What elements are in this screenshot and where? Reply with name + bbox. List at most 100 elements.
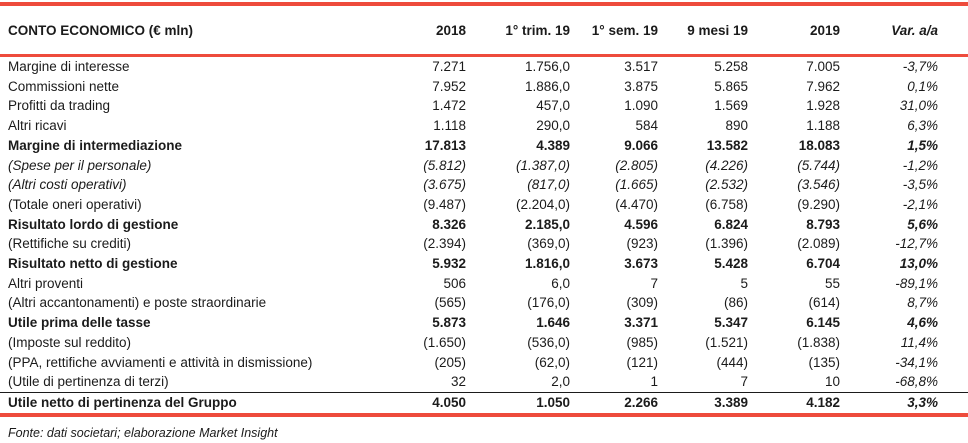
row-value: (2.805): [615, 157, 658, 173]
row-value: (2.532): [705, 177, 748, 193]
row-value: 13.582: [706, 137, 748, 153]
row-value: (1.521): [705, 334, 748, 350]
row-var-value: 1,5%: [907, 137, 938, 153]
header-col-9mesi19: 9 mesi 19: [674, 6, 764, 57]
row-value: 7.271: [432, 59, 466, 74]
row-value: (205): [434, 354, 466, 370]
row-value: 32: [450, 374, 466, 390]
row-value: 2,0: [551, 374, 570, 390]
row-value: (923): [626, 236, 658, 252]
row-value: 5: [740, 275, 748, 291]
row-value: (369,0): [527, 236, 570, 252]
table-row: (Altri accantonamenti) e poste straordin…: [0, 293, 968, 313]
row-value: 9.066: [624, 137, 658, 153]
row-value: 5.258: [714, 59, 748, 74]
row-value: (3.675): [423, 177, 466, 193]
row-label: Profitti da trading: [8, 98, 111, 114]
table-row: Commissioni nette 7.952 1.886,0 3.875 5.865 7…: [0, 77, 968, 97]
row-value: 1.886,0: [524, 78, 570, 94]
table-row: (PPA, rettifiche avviamenti e attività i…: [0, 353, 968, 373]
header-col-var-aa: Var. a/a: [856, 6, 968, 57]
row-value: (1.838): [797, 334, 840, 350]
table-row: Margine di intermediazione 17.813 4.389 9.0…: [0, 136, 968, 156]
row-value: 6.704: [806, 256, 840, 272]
row-label: (Utile di pertinenza di terzi): [8, 374, 169, 390]
source-note: Fonte: dati societari; elaborazione Mark…: [8, 425, 278, 440]
header-col-1sem19: 1° sem. 19: [586, 6, 674, 57]
row-value: (6.758): [705, 196, 748, 212]
row-value: (817,0): [527, 177, 570, 193]
row-value: 5.932: [432, 256, 466, 272]
row-label: Altri proventi: [8, 275, 84, 291]
table-row: Utile prima delle tasse 5.873 1.646 3.371 5.…: [0, 313, 968, 333]
row-value: 2.185,0: [524, 216, 570, 232]
row-value: 2.266: [586, 391, 674, 413]
table-header: CONTO ECONOMICO (€ mln) 2018 1° trim. 19…: [0, 6, 968, 57]
row-value: 1.090: [624, 98, 658, 114]
row-value: (1.665): [615, 177, 658, 193]
row-value: 18.083: [798, 137, 840, 153]
table-row: (Rettifiche su crediti) (2.394) (369,0) (92…: [0, 234, 968, 254]
row-value: 457,0: [536, 98, 570, 114]
table-row: (Spese per il personale) (5.812) (1.387,0)…: [0, 156, 968, 176]
table-row: Margine di interesse 7.271 1.756,0 3.517 5.2…: [0, 56, 968, 77]
row-value: 6.824: [714, 216, 748, 232]
row-var-value: 8,7%: [907, 295, 938, 311]
row-var-value: 4,6%: [907, 315, 938, 331]
row-value: (9.290): [797, 196, 840, 212]
row-var-value: -3,7%: [902, 59, 938, 74]
row-value: 7.005: [806, 59, 840, 74]
row-var-value: -34,1%: [895, 354, 938, 370]
row-value: 1.756,0: [524, 59, 570, 74]
row-var-value: -3,5%: [902, 177, 938, 193]
row-label: (Rettifiche su crediti): [8, 236, 132, 252]
row-value: 1.118: [433, 118, 466, 134]
row-value: 4.596: [624, 216, 658, 232]
header-col-2019: 2019: [764, 6, 856, 57]
row-value: 506: [443, 275, 466, 291]
row-value: 290,0: [536, 118, 570, 134]
table-row: Risultato netto di gestione 5.932 1.816,0 3…: [0, 254, 968, 274]
table-row: Altri ricavi 1.118 290,0 584 890 1.188 6,3%: [0, 116, 968, 136]
row-var-value: 5,6%: [907, 216, 938, 232]
row-value: (121): [626, 354, 658, 370]
row-value: (1.650): [423, 334, 466, 350]
row-value: 3.673: [624, 256, 658, 272]
row-label: (Spese per il personale): [8, 157, 152, 173]
row-label: Margine di intermediazione: [8, 137, 183, 153]
row-var-value: 6,3%: [907, 118, 938, 134]
row-value: (135): [808, 354, 840, 370]
row-value: 8.793: [806, 216, 840, 232]
row-label: Utile netto di pertinenza del Gruppo: [0, 391, 390, 413]
row-label: (PPA, rettifiche avviamenti e attività i…: [8, 354, 313, 370]
top-divider-bar: [0, 2, 968, 6]
row-value: (2.089): [797, 236, 840, 252]
row-value: 890: [725, 118, 748, 134]
row-label: (Altri accantonamenti) e poste straordin…: [8, 295, 267, 311]
header-row: CONTO ECONOMICO (€ mln) 2018 1° trim. 19…: [0, 6, 968, 57]
row-value: (565): [434, 295, 466, 311]
table-row: (Totale oneri operativi) (9.487) (2.204,0)…: [0, 195, 968, 215]
row-value: (444): [716, 354, 748, 370]
row-var-value: -2,1%: [902, 196, 938, 212]
row-value: 6,0: [551, 275, 570, 291]
row-value: (985): [626, 334, 658, 350]
row-var-value: 3,3%: [856, 391, 968, 413]
row-label: Margine di interesse: [8, 59, 130, 74]
table-row: Risultato lordo di gestione 8.326 2.185,0 4…: [0, 215, 968, 235]
row-value: 3.517: [624, 59, 658, 74]
row-value: (176,0): [527, 295, 570, 311]
row-value: (5.744): [797, 157, 840, 173]
row-label: Risultato lordo di gestione: [8, 216, 179, 232]
row-value: 10: [824, 374, 840, 390]
row-value: (86): [723, 295, 748, 311]
row-value: 3.371: [624, 315, 658, 331]
row-value: 1.569: [714, 98, 748, 114]
row-value: 3.875: [624, 78, 658, 94]
row-value: (2.204,0): [515, 196, 570, 212]
row-label: (Totale oneri operativi): [8, 196, 142, 212]
row-value: 3.389: [674, 391, 764, 413]
row-var-value: 11,4%: [900, 334, 938, 350]
header-title: CONTO ECONOMICO (€ mln): [0, 6, 390, 57]
